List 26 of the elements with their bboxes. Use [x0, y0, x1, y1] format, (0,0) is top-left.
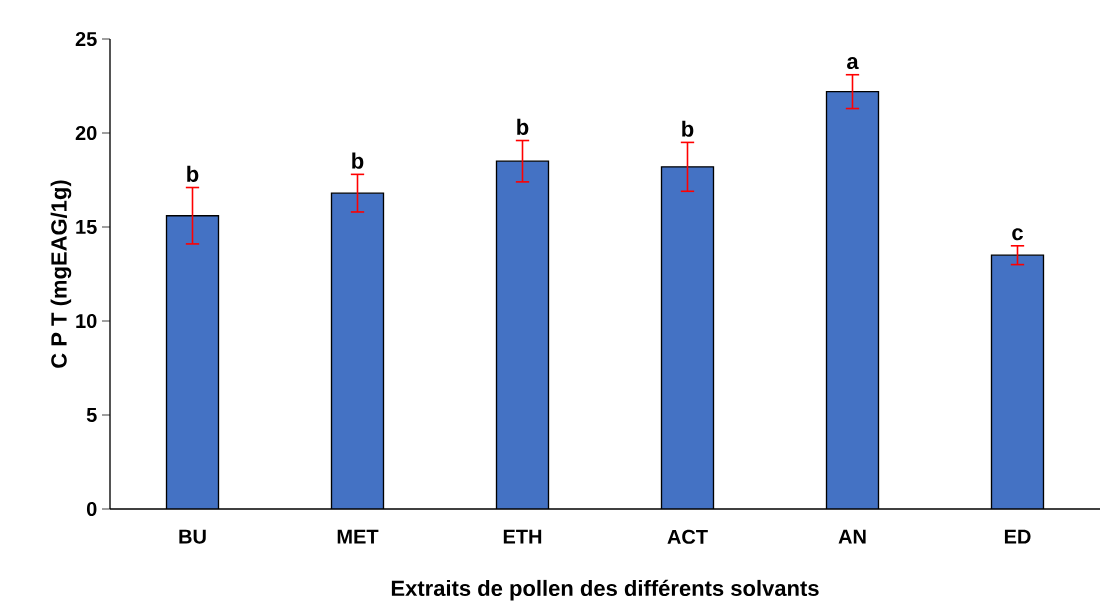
bar	[661, 166, 714, 509]
annotation: b	[517, 118, 529, 135]
y-axis-title: C P T (mgEAG/1g)	[50, 180, 72, 368]
annotation: b	[352, 152, 364, 169]
bar	[331, 193, 384, 509]
bar	[990, 254, 1045, 509]
y-tick-label: 10	[76, 313, 97, 329]
annotation: c	[1012, 228, 1023, 241]
x-tick-label: BU	[179, 529, 206, 544]
x-tick-label: ED	[1004, 529, 1031, 544]
x-tick-label: ETH	[503, 529, 542, 544]
bar	[826, 91, 879, 509]
y-tick-label: 5	[86, 408, 97, 422]
annotation: b	[187, 165, 199, 182]
bar	[166, 215, 219, 509]
y-tick-label: 15	[76, 220, 97, 234]
bar	[496, 161, 549, 509]
annotation: b	[682, 120, 694, 137]
y-tick-label: 20	[75, 125, 97, 141]
x-tick-label: MET	[337, 529, 379, 544]
y-tick-label: 25	[75, 31, 97, 47]
x-axis-title: Extraits de pollen des différents solvants	[391, 579, 819, 601]
annotation: a	[847, 57, 859, 70]
x-tick-label: AN	[838, 529, 866, 544]
x-tick-label: ACT	[667, 529, 708, 544]
y-tick-label: 0	[86, 501, 97, 517]
